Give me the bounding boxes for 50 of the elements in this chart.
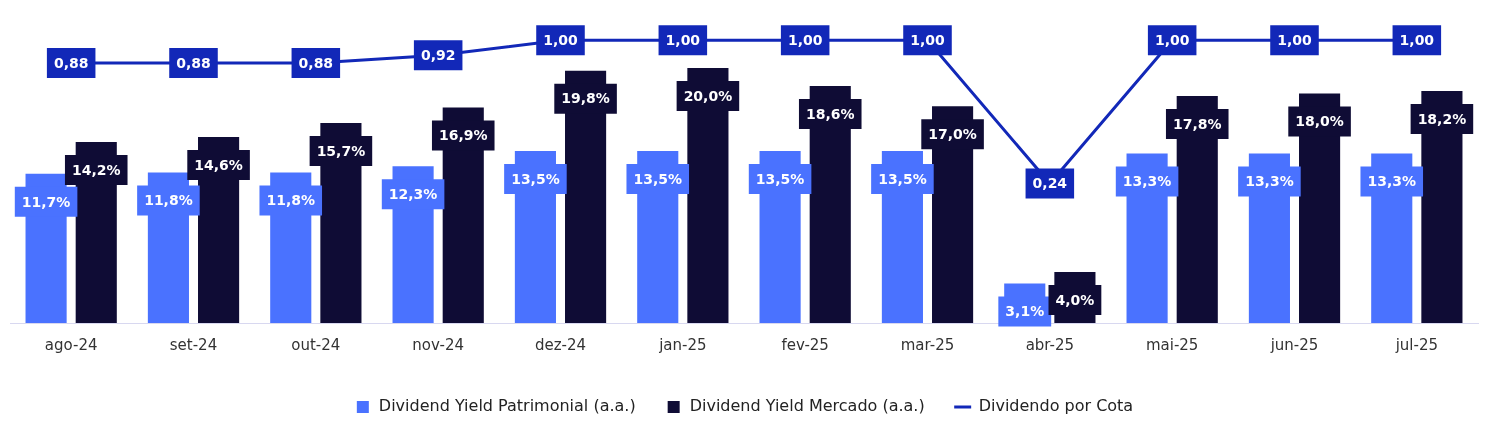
x-tick-label: nov-24 bbox=[412, 335, 464, 354]
data-label: 17,8% bbox=[1172, 115, 1222, 132]
data-label: 13,3% bbox=[1367, 173, 1417, 190]
x-tick-label: dez-24 bbox=[534, 335, 587, 354]
data-label: 13,5% bbox=[878, 170, 927, 187]
data-label: 11,8% bbox=[266, 192, 316, 209]
data-label: 13,5% bbox=[633, 170, 683, 187]
data-label: 13,3% bbox=[1122, 173, 1172, 190]
data-label: 12,3% bbox=[388, 185, 438, 202]
data-label: 15,7% bbox=[316, 142, 366, 159]
data-label: 4,0% bbox=[1055, 291, 1095, 308]
legend-label: Dividend Yield Mercado (a.a.) bbox=[689, 396, 925, 416]
x-tick-label: ago-24 bbox=[44, 335, 98, 354]
data-label: 19,8% bbox=[561, 90, 610, 107]
x-tick-label: fev-25 bbox=[781, 335, 829, 354]
data-label: 0,24 bbox=[1032, 175, 1068, 192]
data-label: 11,8% bbox=[144, 192, 193, 209]
data-label: 20,0% bbox=[683, 87, 733, 104]
data-label: 13,5% bbox=[755, 170, 805, 187]
x-tick-label: abr-25 bbox=[1025, 335, 1075, 354]
legend-label: Dividend Yield Patrimonial (a.a.) bbox=[378, 396, 636, 416]
data-label: 1,00 bbox=[1399, 31, 1435, 48]
legend-label: Dividendo por Cota bbox=[978, 396, 1134, 416]
x-tick-label: mai-25 bbox=[1145, 335, 1199, 354]
x-tick-label: out-24 bbox=[291, 335, 341, 354]
data-label: 17,0% bbox=[928, 125, 977, 142]
x-tick-label: jun-25 bbox=[1269, 335, 1319, 354]
data-label: 18,2% bbox=[1417, 110, 1467, 127]
data-label: 14,6% bbox=[194, 156, 243, 173]
data-label: 13,3% bbox=[1245, 173, 1294, 190]
data-label: 18,6% bbox=[805, 105, 855, 122]
data-label: 0,92 bbox=[420, 46, 456, 63]
x-tick-label: set-24 bbox=[169, 335, 218, 354]
data-label: 0,88 bbox=[298, 54, 334, 71]
data-label: 1,00 bbox=[1154, 31, 1190, 48]
data-label: 0,88 bbox=[53, 54, 89, 71]
data-label: 14,2% bbox=[71, 161, 121, 178]
data-label: 18,0% bbox=[1295, 113, 1344, 130]
data-label: 1,00 bbox=[787, 31, 823, 48]
data-label: 1,00 bbox=[910, 31, 946, 48]
data-label: 16,9% bbox=[438, 127, 488, 144]
x-tick-label: jul-25 bbox=[1394, 335, 1439, 354]
data-label: 0,88 bbox=[176, 54, 211, 71]
data-label: 1,00 bbox=[543, 31, 579, 48]
data-label: 11,7% bbox=[21, 193, 71, 210]
data-label: 1,00 bbox=[1277, 31, 1313, 48]
data-label: 13,5% bbox=[511, 170, 560, 187]
x-tick-label: mar-25 bbox=[900, 335, 955, 354]
x-tick-label: jan-25 bbox=[658, 335, 707, 354]
data-label: 1,00 bbox=[665, 31, 701, 48]
